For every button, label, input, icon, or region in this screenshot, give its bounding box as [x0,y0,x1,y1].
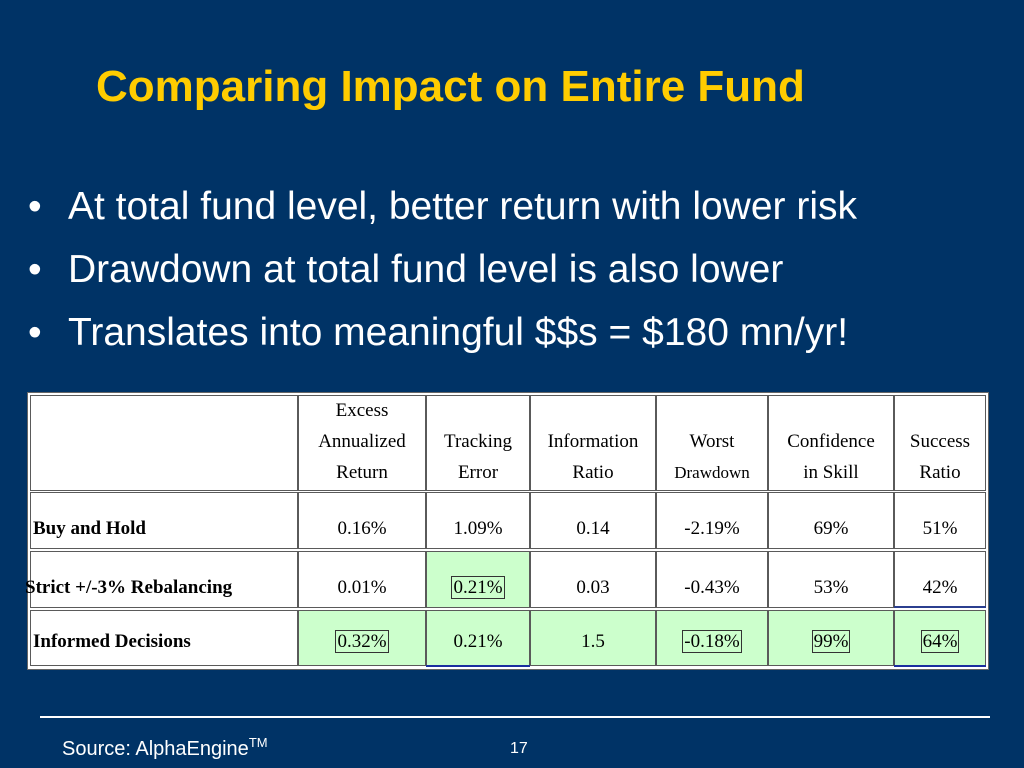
highlight-underline [894,606,986,608]
header-line: Return [336,462,388,483]
bullet-list: • At total fund level, better return with… [28,182,857,371]
footer-divider [40,716,990,718]
value-confidence-in-skill: 99% [768,610,894,666]
bullet-icon: • [28,185,42,228]
value-excess-return: 0.16% [298,492,426,549]
highlighted-value: 0.32% [335,630,389,653]
bullet-item: • Translates into meaningful $$s = $180 m… [28,308,857,371]
header-line: Drawdown [674,463,750,482]
highlight-underline [426,665,530,667]
comparison-table: Excess Annualized Return Tracking Error … [25,392,989,670]
value-worst-drawdown: -0.43% [656,551,768,608]
header-line: Success [909,431,971,452]
bullet-icon: • [28,311,42,354]
header-tracking-error: Tracking Error [426,395,530,491]
header-worst-drawdown: Worst Drawdown [656,395,768,491]
highlighted-value: 64% [920,630,960,653]
bullet-icon: • [28,248,42,291]
source-text: Source: AlphaEngine [62,738,249,760]
value-tracking-error: 1.09% [426,492,530,549]
header-line: Ratio [572,462,614,483]
row-label-strict-rebalancing: Strict +/-3% Rebalancing [25,551,298,608]
source-footnote: Source: AlphaEngineTM [62,735,268,761]
value-success-ratio: 64% [894,610,986,666]
bullet-item: • Drawdown at total fund level is also lo… [28,245,857,308]
value-information-ratio: 0.14 [530,492,656,549]
slide-title: Comparing Impact on Entire Fund [96,62,805,111]
value-excess-return: 0.32% [298,610,426,666]
header-line: Confidence [787,431,875,452]
header-line: Information [547,431,639,452]
header-information-ratio: Information Ratio [530,395,656,491]
header-line: Ratio [919,462,961,483]
header-line: Excess [335,400,389,421]
header-line: Tracking [444,431,512,452]
bullet-text: Translates into meaningful $$s = $180 mn… [68,311,849,354]
page-number: 17 [510,740,528,757]
trademark-mark: TM [248,735,268,750]
header-confidence-in-skill: Confidence in Skill [768,395,894,491]
value-information-ratio: 0.03 [530,551,656,608]
highlighted-value: -0.18% [682,630,742,653]
value-information-ratio: 1.5 [530,610,656,666]
table-corner-cell [30,395,298,491]
header-excess-return: Excess Annualized Return [298,395,426,491]
highlight-underline [894,665,986,667]
value-confidence-in-skill: 53% [768,551,894,608]
bullet-text: At total fund level, better return with … [68,185,858,228]
highlighted-value: 0.21% [451,576,505,599]
highlighted-value: 99% [811,630,851,653]
header-line: Worst [689,431,735,452]
row-label-buy-and-hold: Buy and Hold [30,492,298,549]
header-line: in Skill [803,462,859,483]
value-tracking-error: 0.21% [426,551,530,608]
value-confidence-in-skill: 69% [768,492,894,549]
bullet-text: Drawdown at total fund level is also low… [68,248,784,291]
bullet-item: • At total fund level, better return with… [28,182,857,245]
value-success-ratio: 51% [894,492,986,549]
value-worst-drawdown: -0.18% [656,610,768,666]
value-tracking-error: 0.21% [426,610,530,666]
row-label-informed-decisions: Informed Decisions [30,610,298,666]
value-worst-drawdown: -2.19% [656,492,768,549]
header-success-ratio: Success Ratio [894,395,986,491]
header-line: Annualized [318,431,406,452]
header-line: Error [457,462,499,483]
value-success-ratio: 42% [894,551,986,608]
value-excess-return: 0.01% [298,551,426,608]
